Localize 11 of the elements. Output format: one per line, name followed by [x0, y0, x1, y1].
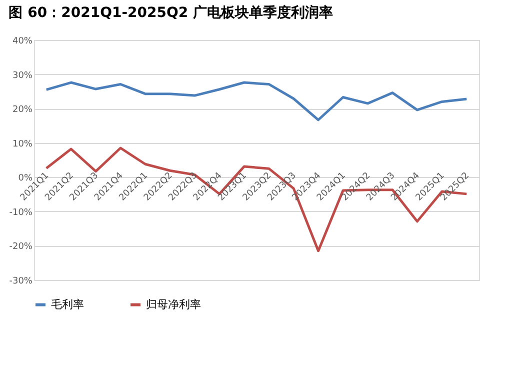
chart-title: 图 60：2021Q1-2025Q2 广电板块单季度利润率 [8, 4, 334, 21]
legend-label: 毛利率 [51, 298, 84, 311]
y-tick-label: 30% [12, 70, 33, 81]
y-tick-label: -30% [9, 276, 33, 286]
line-series [45, 81, 468, 122]
y-tick-label: 10% [12, 139, 33, 150]
y-tick-label: -10% [9, 208, 33, 218]
legend-label: 归母净利率 [146, 298, 201, 311]
y-tick-label: -20% [9, 242, 33, 252]
y-tick-label: 20% [12, 105, 33, 116]
y-tick-label: 40% [12, 36, 33, 46]
